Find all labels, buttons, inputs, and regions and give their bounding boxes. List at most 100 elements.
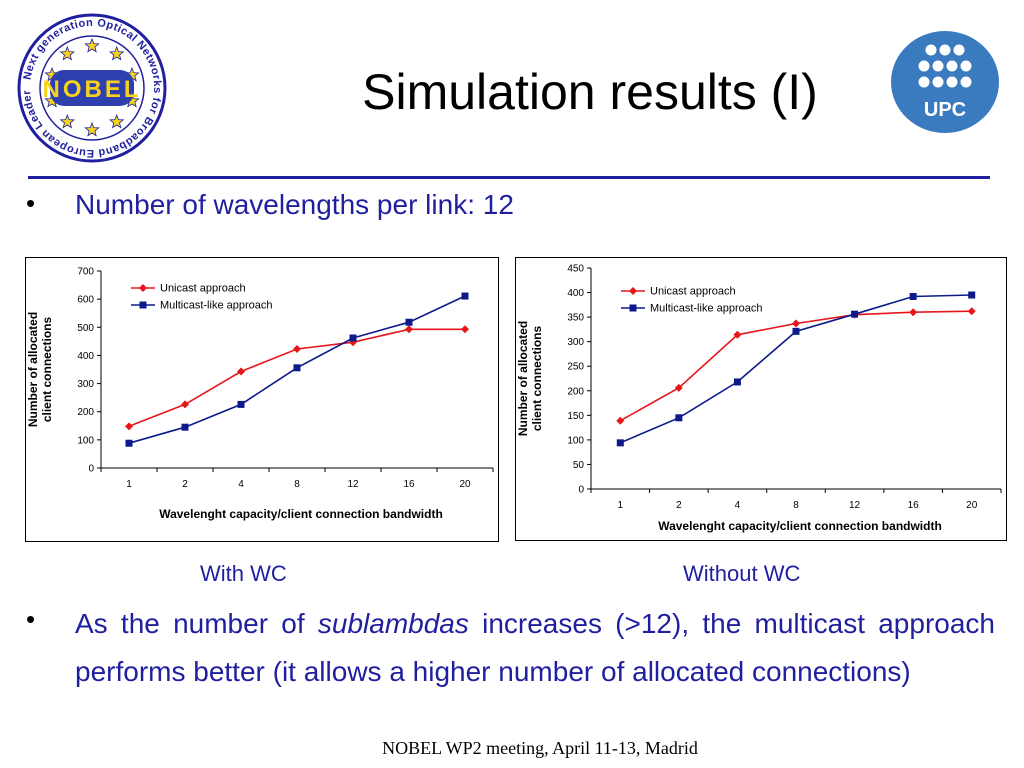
series-line [619, 310, 972, 422]
upc-logo: UPC [891, 31, 999, 133]
data-point-unicast [616, 416, 625, 425]
y-tick-label: 100 [567, 435, 584, 446]
data-point-unicast [909, 308, 918, 317]
upc-dot-icon [953, 44, 965, 56]
upc-dot-icon [918, 60, 930, 72]
slide-title: Simulation results (I) [362, 64, 818, 120]
y-tick-label: 450 [567, 264, 584, 275]
x-axis-label: Wavelenght capacity/client connection ba… [159, 507, 443, 521]
data-point-unicast [181, 400, 189, 409]
y-tick-label: 350 [567, 313, 584, 324]
data-point-multicast [181, 423, 189, 431]
upc-dot-icon [960, 60, 972, 72]
legend-marker [629, 287, 637, 295]
x-tick-label: 1 [618, 500, 624, 511]
x-tick-label: 8 [294, 479, 300, 490]
chart-without-wc: 0 50 100 150 200 250 300 350 400 450 1 2 4 8 12 16 20 Wav… [515, 257, 1007, 541]
data-point-multicast [293, 364, 301, 372]
upc-dot-icon [946, 76, 958, 88]
data-point-multicast [733, 378, 741, 386]
legend-label: Multicast-like approach [160, 300, 273, 312]
y-tick-label: 700 [77, 267, 94, 278]
y-tick-label: 0 [578, 485, 584, 496]
data-point-unicast [733, 330, 742, 339]
data-point-multicast [792, 327, 800, 335]
y-tick-label: 50 [573, 460, 585, 471]
x-tick-label: 8 [793, 500, 799, 511]
y-tick-label: 400 [567, 288, 584, 299]
y-tick-label: 600 [77, 295, 94, 306]
y-tick-label: 200 [567, 386, 584, 397]
upc-logo-text: UPC [924, 99, 966, 121]
x-tick-label: 12 [849, 500, 861, 511]
x-tick-label: 16 [908, 500, 920, 511]
y-tick-label: 500 [77, 323, 94, 334]
star-icon [108, 113, 125, 129]
y-tick-label: 100 [77, 435, 94, 446]
star-icon [84, 121, 100, 137]
legend-marker [139, 301, 147, 309]
legend-label: Multicast-like approach [650, 303, 763, 315]
x-tick-label: 20 [459, 479, 471, 490]
legend-label: Unicast approach [650, 286, 736, 298]
data-point-multicast [405, 318, 413, 326]
data-point-multicast [237, 400, 245, 408]
y-tick-label: 200 [77, 407, 94, 418]
bullet-conclusion-pre: As the number of [75, 608, 318, 639]
y-axis-label: client connections [40, 317, 54, 423]
upc-dot-icon [918, 76, 930, 88]
y-tick-label: 300 [567, 337, 584, 348]
title-divider [28, 176, 990, 179]
series-line [619, 294, 972, 444]
series-line [128, 328, 465, 428]
x-tick-label: 16 [403, 479, 415, 490]
data-point-unicast [792, 319, 800, 328]
data-point-multicast [349, 334, 357, 342]
y-tick-label: 300 [77, 379, 94, 390]
upc-dot-icon [939, 44, 951, 56]
footer: NOBEL WP2 meeting, April 11-13, Madrid [382, 738, 698, 758]
y-axis-label: Number of allocated [516, 321, 530, 436]
x-tick-label: 1 [126, 479, 132, 490]
bullet-wavelengths: Number of wavelengths per link: 12 [75, 189, 514, 220]
data-point-unicast [967, 307, 976, 316]
star-icon [84, 37, 100, 53]
data-point-unicast [293, 344, 301, 353]
bullet-conclusion-post: increases (>12), the multicast approach … [75, 608, 995, 687]
x-tick-label: 2 [676, 500, 682, 511]
nobel-logo: Next generation Optical Networks for Bro… [12, 8, 167, 163]
y-tick-label: 400 [77, 351, 94, 362]
data-point-multicast [851, 310, 859, 318]
data-point-multicast [125, 439, 133, 447]
upc-dot-icon [932, 60, 944, 72]
data-point-unicast [237, 367, 245, 376]
data-point-multicast [675, 414, 683, 422]
bullet-icon: • [26, 188, 36, 218]
upc-dot-icon [925, 44, 937, 56]
data-point-unicast [125, 422, 133, 431]
data-point-unicast [461, 325, 469, 334]
data-point-multicast [909, 292, 917, 300]
upc-dot-icon [946, 60, 958, 72]
x-axis-label: Wavelenght capacity/client connection ba… [658, 519, 942, 533]
data-point-unicast [674, 383, 683, 392]
bullet-icon: • [26, 604, 36, 634]
x-tick-label: 4 [238, 479, 244, 490]
x-tick-label: 12 [347, 479, 359, 490]
y-axis-label: client connections [530, 326, 544, 432]
y-tick-label: 150 [567, 411, 584, 422]
legend-marker [139, 284, 147, 292]
caption-without-wc: Without WC [683, 561, 801, 586]
data-point-multicast [461, 292, 469, 300]
logo-nobel-text: NOBEL [43, 76, 142, 103]
x-tick-label: 4 [735, 500, 741, 511]
y-tick-label: 250 [567, 362, 584, 373]
star-icon [59, 45, 76, 61]
chart-with-wc: 0 100 200 300 400 500 600 700 1 2 4 8 12 16 20 Waveleng… [25, 257, 499, 542]
legend-marker [629, 304, 637, 312]
data-point-unicast [349, 338, 357, 347]
upc-dot-icon [932, 76, 944, 88]
y-tick-label: 0 [88, 464, 94, 475]
